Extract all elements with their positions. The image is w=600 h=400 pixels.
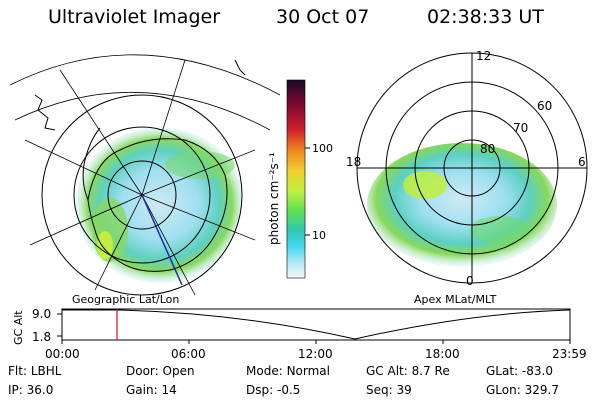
altitude-plot <box>57 308 571 344</box>
mlt-label-0: 0 <box>466 274 474 288</box>
mlat-label-60: 60 <box>537 99 552 113</box>
info-door: Door: Open <box>126 364 195 378</box>
colorbar: 100 10 photon cm⁻²s⁻¹ <box>267 79 333 279</box>
header-date: 30 Oct 07 <box>276 6 370 28</box>
altitude-plot-frame <box>61 308 571 341</box>
mlt-label-12: 12 <box>476 49 491 63</box>
colorbar-scale <box>286 79 306 279</box>
instrument-title: Ultraviolet Imager <box>48 6 221 28</box>
magnetic-map <box>356 52 588 284</box>
info-ip: IP: 36.0 <box>8 383 54 397</box>
left-map-caption: Geographic Lat/Lon <box>72 293 179 306</box>
alt-xtick-2359: 23:59 <box>552 347 587 361</box>
subsatellite-track <box>141 194 183 286</box>
alt-ytick-1-8: 1.8 <box>32 330 51 344</box>
mlt-label-18: 18 <box>346 155 361 169</box>
info-gain: Gain: 14 <box>126 383 177 397</box>
altitude-curve <box>62 309 571 340</box>
info-dsp: Dsp: -0.5 <box>246 383 301 397</box>
mlat-label-80: 80 <box>480 142 495 156</box>
info-glat: GLat: -83.0 <box>486 364 553 378</box>
alt-ylabel: GC Alt <box>12 310 25 345</box>
alt-xtick-1200: 12:00 <box>298 347 333 361</box>
colorbar-label: photon cm⁻²s⁻¹ <box>267 152 281 245</box>
right-map-caption: Apex MLat/MLT <box>414 293 497 306</box>
alt-xtick-0000: 00:00 <box>45 347 80 361</box>
info-seq: Seq: 39 <box>366 383 412 397</box>
colorbar-tick-10: 10 <box>312 229 326 242</box>
geographic-map <box>9 54 281 296</box>
mlat-label-70: 70 <box>513 121 528 135</box>
info-gc-alt: GC Alt: 8.7 Re <box>366 364 450 378</box>
header-time: 02:38:33 UT <box>427 6 544 28</box>
info-flt: Flt: LBHL <box>8 364 62 378</box>
alt-xtick-1800: 18:00 <box>425 347 460 361</box>
mlt-label-6: 6 <box>578 155 586 169</box>
alt-ytick-9: 9.0 <box>32 307 51 321</box>
info-glon: GLon: 329.7 <box>486 383 559 397</box>
alt-xtick-0600: 06:00 <box>171 347 206 361</box>
colorbar-tick-100: 100 <box>312 142 333 155</box>
info-mode: Mode: Normal <box>246 364 330 378</box>
south-america-coast <box>34 94 56 131</box>
antarctica-outline <box>87 138 228 272</box>
